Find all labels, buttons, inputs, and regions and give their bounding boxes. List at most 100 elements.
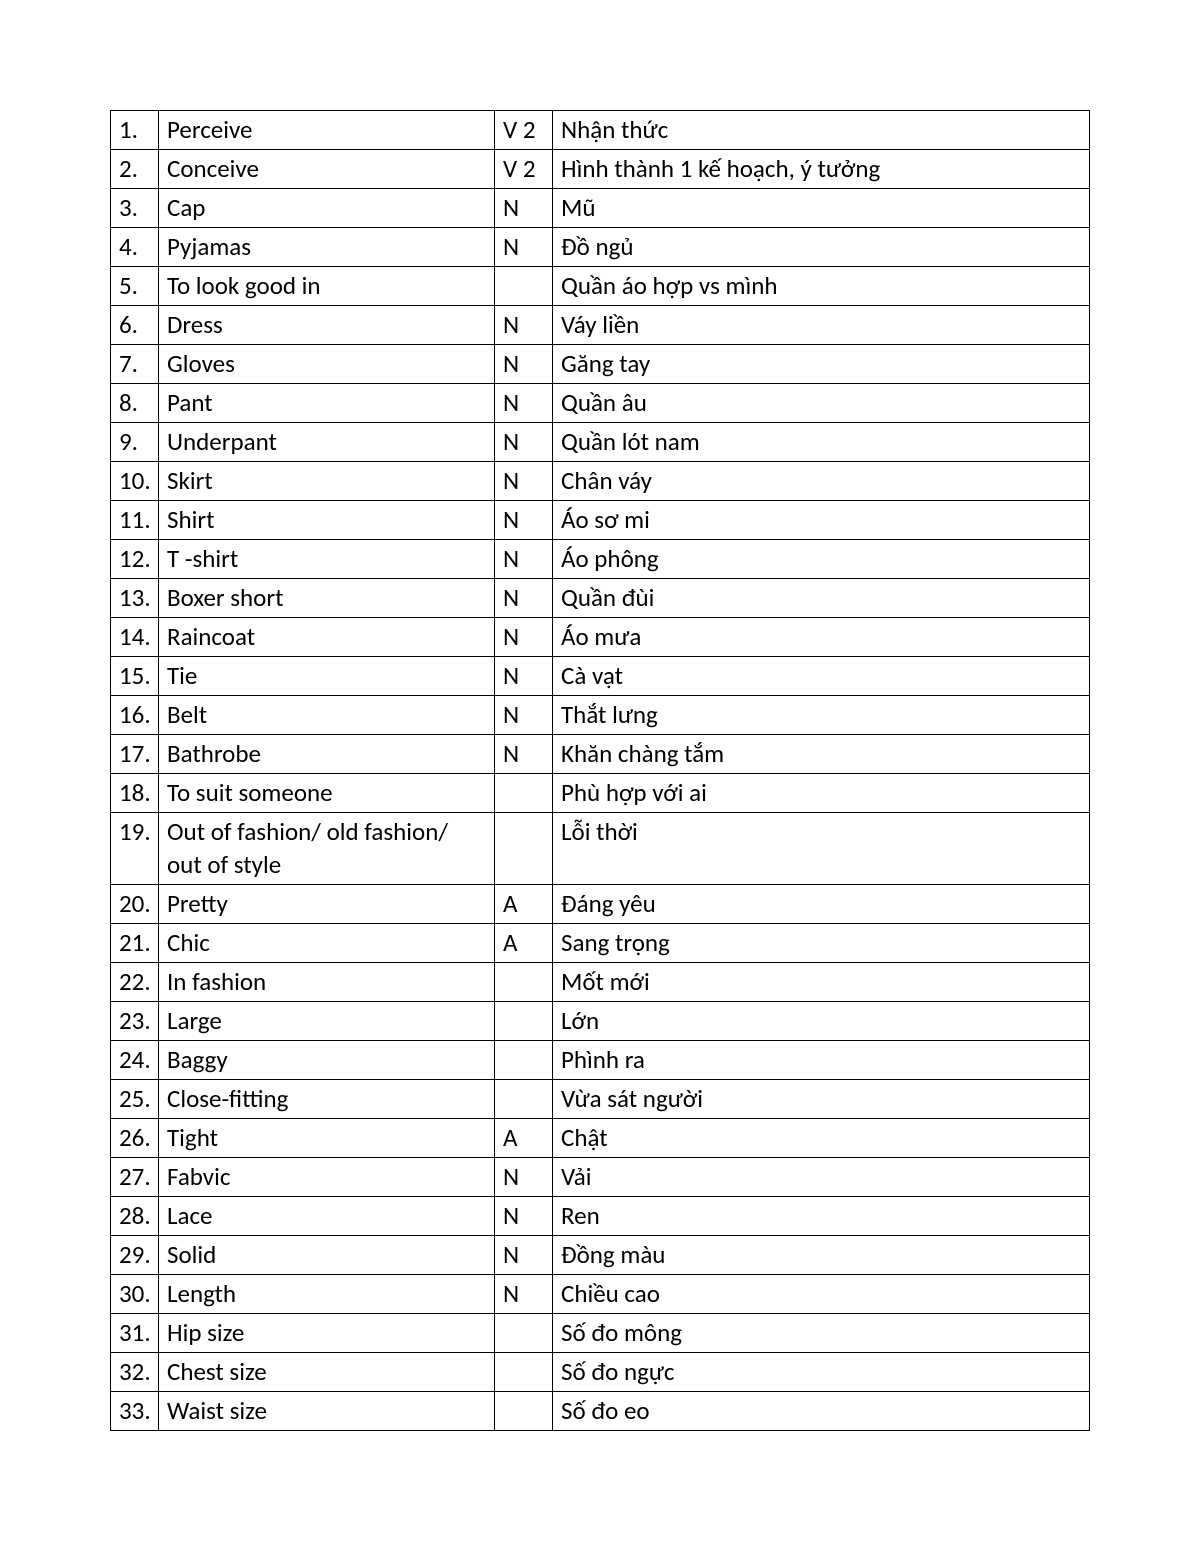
definition: Số đo ngực (553, 1353, 1090, 1392)
definition: Áo phông (553, 540, 1090, 579)
table-row: 20.PrettyAĐáng yêu (111, 885, 1090, 924)
row-number: 28. (111, 1197, 159, 1236)
part-of-speech: N (495, 696, 553, 735)
row-number: 23. (111, 1002, 159, 1041)
part-of-speech: A (495, 885, 553, 924)
english-word: Pant (159, 384, 495, 423)
table-row: 3.CapNMũ (111, 189, 1090, 228)
row-number: 4. (111, 228, 159, 267)
row-number: 14. (111, 618, 159, 657)
row-number: 5. (111, 267, 159, 306)
definition: Váy liền (553, 306, 1090, 345)
definition: Quần đùi (553, 579, 1090, 618)
english-word: To look good in (159, 267, 495, 306)
english-word: Boxer short (159, 579, 495, 618)
part-of-speech: A (495, 1119, 553, 1158)
definition: Hình thành 1 kế hoạch, ý tưởng (553, 150, 1090, 189)
row-number: 27. (111, 1158, 159, 1197)
english-word: Pyjamas (159, 228, 495, 267)
definition: Chiều cao (553, 1275, 1090, 1314)
part-of-speech: N (495, 1275, 553, 1314)
row-number: 26. (111, 1119, 159, 1158)
part-of-speech: N (495, 384, 553, 423)
english-word: Perceive (159, 111, 495, 150)
row-number: 33. (111, 1392, 159, 1431)
english-word: Skirt (159, 462, 495, 501)
definition: Cà vạt (553, 657, 1090, 696)
definition: Mốt mới (553, 963, 1090, 1002)
table-row: 10.SkirtNChân váy (111, 462, 1090, 501)
english-word: Chic (159, 924, 495, 963)
part-of-speech (495, 1002, 553, 1041)
english-word: Hip size (159, 1314, 495, 1353)
table-row: 13.Boxer shortNQuần đùi (111, 579, 1090, 618)
english-word: Length (159, 1275, 495, 1314)
definition: Khăn chàng tắm (553, 735, 1090, 774)
table-row: 22.In fashionMốt mới (111, 963, 1090, 1002)
row-number: 25. (111, 1080, 159, 1119)
table-row: 27.FabvicNVải (111, 1158, 1090, 1197)
part-of-speech (495, 1080, 553, 1119)
part-of-speech: N (495, 540, 553, 579)
row-number: 8. (111, 384, 159, 423)
table-row: 1.PerceiveV 2Nhận thức (111, 111, 1090, 150)
definition: Phình ra (553, 1041, 1090, 1080)
english-word: Fabvic (159, 1158, 495, 1197)
english-word: Out of fashion/ old fashion/ out of styl… (159, 813, 495, 885)
table-row: 32.Chest sizeSố đo ngực (111, 1353, 1090, 1392)
row-number: 31. (111, 1314, 159, 1353)
table-row: 11.ShirtNÁo sơ mi (111, 501, 1090, 540)
row-number: 15. (111, 657, 159, 696)
table-row: 17.BathrobeNKhăn chàng tắm (111, 735, 1090, 774)
english-word: Raincoat (159, 618, 495, 657)
row-number: 7. (111, 345, 159, 384)
english-word: To suit someone (159, 774, 495, 813)
definition: Vải (553, 1158, 1090, 1197)
definition: Chật (553, 1119, 1090, 1158)
definition: Vừa sát người (553, 1080, 1090, 1119)
part-of-speech: V 2 (495, 150, 553, 189)
english-word: Close-fitting (159, 1080, 495, 1119)
english-word: Bathrobe (159, 735, 495, 774)
definition: Quần lót nam (553, 423, 1090, 462)
english-word: Conceive (159, 150, 495, 189)
english-word: T -shirt (159, 540, 495, 579)
definition: Áo mưa (553, 618, 1090, 657)
table-row: 6.DressNVáy liền (111, 306, 1090, 345)
row-number: 3. (111, 189, 159, 228)
definition: Quần áo hợp vs mình (553, 267, 1090, 306)
row-number: 11. (111, 501, 159, 540)
english-word: Waist size (159, 1392, 495, 1431)
row-number: 13. (111, 579, 159, 618)
definition: Số đo eo (553, 1392, 1090, 1431)
part-of-speech: N (495, 345, 553, 384)
english-word: Pretty (159, 885, 495, 924)
part-of-speech: N (495, 735, 553, 774)
part-of-speech: N (495, 306, 553, 345)
table-row: 5.To look good in Quần áo hợp vs mình (111, 267, 1090, 306)
row-number: 17. (111, 735, 159, 774)
part-of-speech (495, 963, 553, 1002)
definition: Lớn (553, 1002, 1090, 1041)
table-row: 23.Large Lớn (111, 1002, 1090, 1041)
english-word: Lace (159, 1197, 495, 1236)
table-row: 28.LaceNRen (111, 1197, 1090, 1236)
table-row: 12.T -shirtNÁo phông (111, 540, 1090, 579)
part-of-speech (495, 774, 553, 813)
english-word: Gloves (159, 345, 495, 384)
english-word: Large (159, 1002, 495, 1041)
table-row: 30.LengthNChiều cao (111, 1275, 1090, 1314)
definition: Găng tay (553, 345, 1090, 384)
english-word: Belt (159, 696, 495, 735)
part-of-speech: N (495, 618, 553, 657)
part-of-speech (495, 1314, 553, 1353)
row-number: 18. (111, 774, 159, 813)
english-word: Cap (159, 189, 495, 228)
table-row: 24.BaggyPhình ra (111, 1041, 1090, 1080)
row-number: 12. (111, 540, 159, 579)
row-number: 2. (111, 150, 159, 189)
row-number: 6. (111, 306, 159, 345)
part-of-speech: N (495, 1158, 553, 1197)
row-number: 22. (111, 963, 159, 1002)
table-row: 25.Close-fitting Vừa sát người (111, 1080, 1090, 1119)
